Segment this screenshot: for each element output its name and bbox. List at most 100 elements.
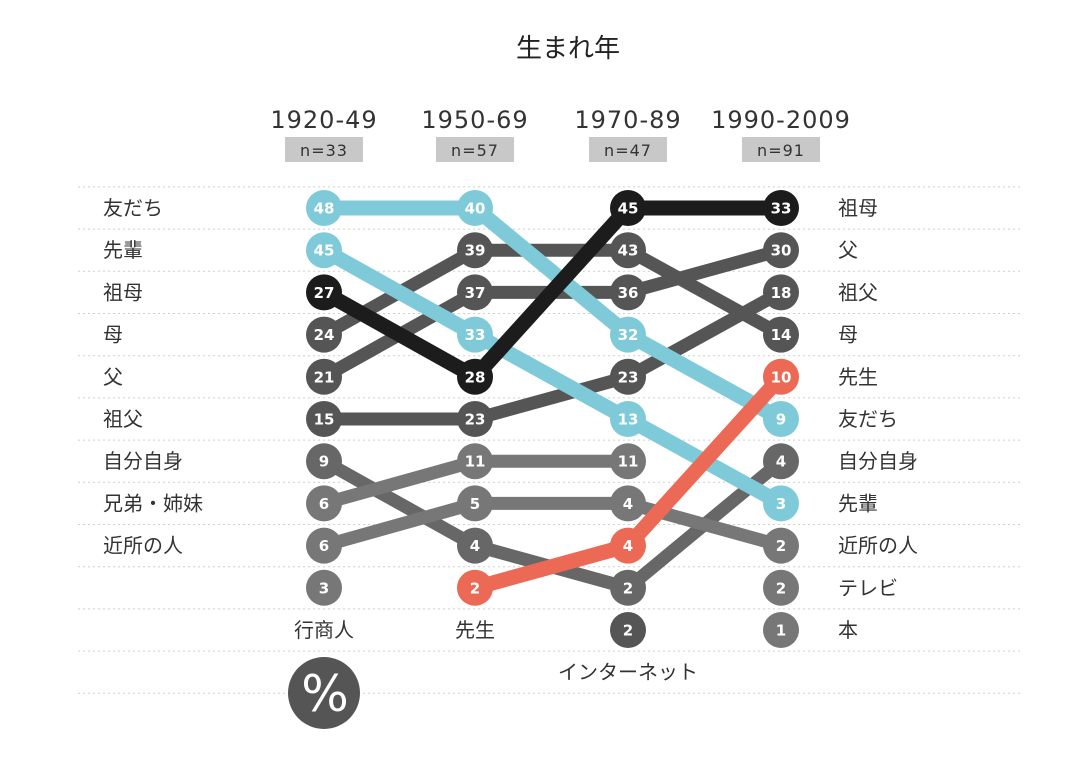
- sample-size-box: [436, 137, 514, 162]
- right-row-label: 本: [838, 618, 858, 642]
- left-row-label: 祖父: [103, 407, 143, 431]
- row-labels: 友だち先輩祖母母父祖父自分自身兄弟・姉妹近所の人祖母父祖父母先生友だち自分自身先…: [103, 196, 918, 684]
- series-line: [317, 285, 788, 426]
- period-label: 1950-69: [421, 106, 528, 134]
- data-label: 14: [771, 326, 792, 344]
- data-point: [457, 274, 493, 311]
- data-point: [610, 274, 646, 311]
- data-label: 23: [465, 411, 486, 429]
- data-point: [763, 443, 799, 480]
- data-point: [763, 527, 799, 564]
- sample-size-box: [589, 137, 667, 162]
- data-label: 2: [776, 579, 786, 597]
- column-item-label: インターネット: [558, 660, 698, 684]
- data-label: 4: [470, 537, 480, 555]
- left-row-label: 祖母: [103, 280, 143, 304]
- data-point: [306, 485, 342, 522]
- data-point: [457, 569, 493, 606]
- data-point: [610, 401, 646, 437]
- data-label: 40: [465, 200, 486, 218]
- data-point: [610, 232, 646, 269]
- right-row-label: 先生: [838, 365, 878, 389]
- percent-icon: [288, 657, 360, 729]
- data-point: [763, 401, 799, 437]
- data-label: 37: [465, 284, 486, 302]
- left-row-label: 友だち: [103, 196, 163, 220]
- data-label: 3: [776, 495, 786, 513]
- data-label: 45: [314, 242, 335, 260]
- unit-icon-group: %: [288, 657, 360, 729]
- right-row-label: 先輩: [838, 491, 878, 515]
- data-point: [610, 485, 646, 522]
- data-label: 4: [623, 537, 633, 555]
- data-point: [457, 358, 493, 395]
- chart-title: 生まれ年: [516, 34, 620, 64]
- left-row-label: 兄弟・姉妹: [103, 491, 203, 515]
- data-point: [610, 443, 646, 480]
- data-point: [457, 316, 493, 353]
- data-point: [610, 569, 646, 606]
- data-point: [763, 612, 799, 648]
- data-point: [610, 527, 646, 564]
- left-row-label: 母: [103, 323, 123, 347]
- data-label: 43: [618, 242, 639, 260]
- data-point: [306, 232, 342, 269]
- data-point: [306, 569, 342, 606]
- left-row-label: 父: [103, 365, 123, 389]
- data-point: [457, 401, 493, 437]
- percent-icon-label: %: [301, 665, 349, 723]
- left-row-label: 先輩: [103, 238, 143, 262]
- left-row-label: 近所の人: [103, 534, 183, 558]
- data-point: [763, 190, 799, 226]
- data-label: 45: [618, 200, 639, 218]
- data-point: [610, 316, 646, 353]
- sample-size-label: n=91: [757, 141, 805, 160]
- sample-size-box: [742, 137, 820, 162]
- sample-size-label: n=57: [451, 141, 499, 160]
- right-row-label: 近所の人: [838, 534, 918, 558]
- data-point: [763, 569, 799, 606]
- data-label: 4: [623, 495, 633, 513]
- data-point: [306, 316, 342, 353]
- right-row-label: 友だち: [838, 407, 898, 431]
- right-row-label: 父: [838, 238, 858, 262]
- data-point: [763, 274, 799, 311]
- data-label: 24: [314, 326, 335, 344]
- data-point: [610, 358, 646, 395]
- data-label: 36: [618, 284, 639, 302]
- data-label: 9: [776, 411, 786, 429]
- data-label: 6: [319, 495, 329, 513]
- data-point: [610, 612, 646, 648]
- data-label: 48: [314, 200, 335, 218]
- data-point: [306, 190, 342, 226]
- right-row-label: 祖父: [838, 280, 878, 304]
- data-label: 27: [314, 284, 335, 302]
- data-label: 2: [776, 537, 786, 555]
- data-label: 5: [470, 495, 480, 513]
- data-point: [457, 190, 493, 226]
- data-label: 23: [618, 368, 639, 386]
- right-row-label: 祖母: [838, 196, 878, 220]
- data-point: [457, 527, 493, 564]
- data-label: 3: [319, 579, 329, 597]
- left-row-label: 自分自身: [103, 449, 183, 473]
- data-label: 11: [618, 453, 639, 471]
- data-label: 2: [623, 579, 633, 597]
- data-label: 2: [623, 622, 633, 640]
- data-label: 33: [465, 326, 486, 344]
- data-label: 4: [776, 453, 786, 471]
- data-point: [306, 443, 342, 480]
- data-point: [610, 190, 646, 226]
- data-label: 30: [771, 242, 792, 260]
- period-label: 1970-89: [574, 106, 681, 134]
- data-label: 6: [319, 537, 329, 555]
- data-label: 28: [465, 368, 486, 386]
- data-point: [763, 316, 799, 353]
- data-label: 11: [465, 453, 486, 471]
- data-point: [763, 358, 799, 395]
- sample-size-label: n=33: [300, 141, 348, 160]
- right-row-label: 母: [838, 323, 858, 347]
- data-point: [457, 443, 493, 480]
- period-headers: 1920-49 n=33 1950-69 n=57 1970-89 n=47 1990-20…: [270, 106, 850, 162]
